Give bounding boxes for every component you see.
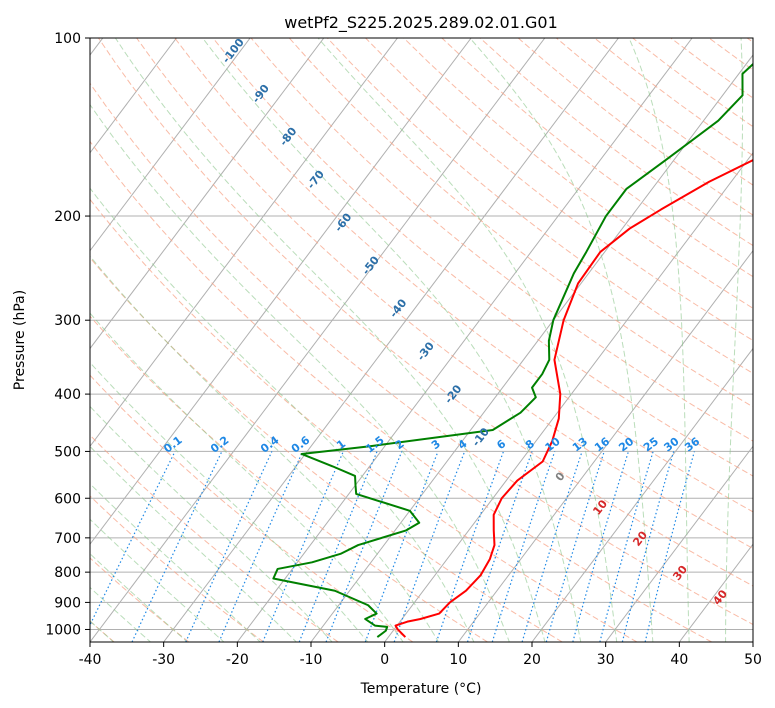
y-tick-label: 700	[54, 531, 81, 547]
dry-adiabat-line	[90, 495, 264, 642]
dewpoint-line	[272, 62, 753, 638]
dry-adiabat-line	[174, 38, 753, 513]
dry-adiabat-line	[90, 374, 414, 642]
moist-adiabat-line	[202, 38, 582, 642]
y-axis: 1000 900 800 700 600 500 400 300 200 100	[45, 31, 90, 638]
moist-adiabat-line	[90, 586, 152, 642]
moist-adiabat-line	[90, 312, 404, 642]
dry-adiabat-line	[90, 198, 638, 642]
isotherm-line	[457, 249, 753, 642]
mixing-ratio-line	[325, 451, 403, 642]
isotherm-line	[236, 38, 693, 642]
x-tick-label: -30	[152, 652, 175, 668]
y-tick-label: 400	[54, 387, 81, 403]
x-tick-label: 0	[380, 652, 389, 668]
dry-adiabat-line	[90, 140, 712, 642]
x-tick-label: -40	[79, 652, 102, 668]
moist-adiabat-line	[114, 38, 546, 642]
x-tick-label: 30	[597, 652, 615, 668]
moist-adiabat-line	[90, 553, 189, 642]
isotherm-line	[90, 38, 177, 154]
moist-adiabat-line	[317, 38, 618, 642]
dry-adiabat-line	[90, 434, 339, 642]
mixing-ratio-line	[545, 451, 605, 642]
dry-adiabat-line	[327, 38, 753, 374]
x-tick-label: -20	[226, 652, 249, 668]
dry-adiabat-line	[90, 256, 563, 642]
x-axis-title: Temperature (°C)	[360, 681, 482, 697]
mixing-ratio-line	[298, 451, 378, 642]
dry-adiabat-line	[212, 38, 753, 477]
dry-adiabats	[90, 38, 753, 642]
y-tick-label: 300	[54, 313, 81, 329]
moist-adiabat-line	[469, 38, 654, 642]
mixing-ratio-line	[393, 451, 466, 642]
profile-series	[272, 62, 753, 638]
mixing-ratio-line	[218, 451, 304, 642]
grid-lines	[90, 38, 753, 630]
y-axis-title: Pressure (hPa)	[12, 290, 28, 390]
isotherm-line	[605, 445, 753, 642]
isotherm-line	[531, 347, 753, 642]
isotherm-line	[752, 641, 753, 642]
moist-adiabat-line	[90, 255, 440, 642]
mixing-ratio-line	[621, 451, 675, 642]
mixing-ratio-line	[185, 451, 273, 642]
y-tick-label: 100	[54, 31, 81, 47]
mixing-ratio-line	[491, 451, 556, 642]
dry-adiabat-line	[90, 82, 753, 626]
moist-adiabat-line	[90, 103, 510, 642]
dry-adiabat-line	[403, 38, 753, 309]
isotherm-line	[90, 38, 325, 350]
mixing-ratio-line	[435, 451, 505, 642]
temperature-line	[394, 159, 753, 638]
mixing-ratio-line	[599, 451, 654, 642]
y-tick-label: 200	[54, 209, 81, 225]
dry-adiabat-line	[136, 38, 753, 550]
isotherm-line	[384, 152, 753, 642]
mixing-ratio-line	[364, 451, 439, 642]
plot-frame	[89, 37, 754, 643]
isotherm-line	[90, 38, 398, 448]
mixing-ratio-line	[466, 451, 533, 642]
isotherm-line	[90, 38, 251, 252]
dry-adiabat-line	[90, 315, 488, 642]
dry-adiabat-line	[90, 557, 190, 642]
moist-adiabat-line	[90, 483, 261, 642]
mixing-ratio-line	[644, 451, 695, 642]
chart-title: wetPf2_S225.2025.289.02.01.G01	[284, 13, 558, 33]
mixing-ratio-line	[262, 451, 344, 642]
x-tick-label: 50	[744, 652, 762, 668]
dry-adiabat-line	[98, 38, 753, 587]
isotherm-line	[90, 38, 546, 642]
dry-adiabat-line	[288, 38, 753, 408]
y-tick-label: 600	[54, 491, 81, 507]
y-tick-label: 500	[54, 444, 81, 460]
x-tick-label: 20	[523, 652, 541, 668]
plot-area	[90, 38, 753, 642]
moist-adiabat-line	[90, 445, 297, 642]
moist-adiabats	[90, 38, 775, 643]
x-axis: -40 -30 -20 -10 0 10 20 30 40 50	[79, 642, 762, 668]
y-tick-label: 1000	[45, 622, 81, 638]
x-tick-label: 10	[449, 652, 467, 668]
moist-adiabat-line	[90, 361, 369, 642]
mixing-ratio-lines	[90, 451, 695, 642]
moist-adiabat-line	[90, 405, 333, 642]
y-tick-label: 800	[54, 565, 81, 581]
skewed-isotherms	[90, 38, 753, 642]
x-tick-label: 40	[670, 652, 688, 668]
x-tick-label: -10	[300, 652, 323, 668]
mixing-ratio-line	[521, 451, 583, 642]
mixing-ratio-line	[572, 451, 630, 642]
moist-adiabat-line	[762, 38, 775, 643]
moist-adiabat-line	[628, 38, 690, 642]
plot-background	[90, 38, 753, 642]
isotherm-line	[163, 38, 619, 642]
isotherm-line	[90, 38, 472, 546]
y-tick-label: 900	[54, 595, 81, 611]
moist-adiabat-line	[725, 38, 744, 642]
